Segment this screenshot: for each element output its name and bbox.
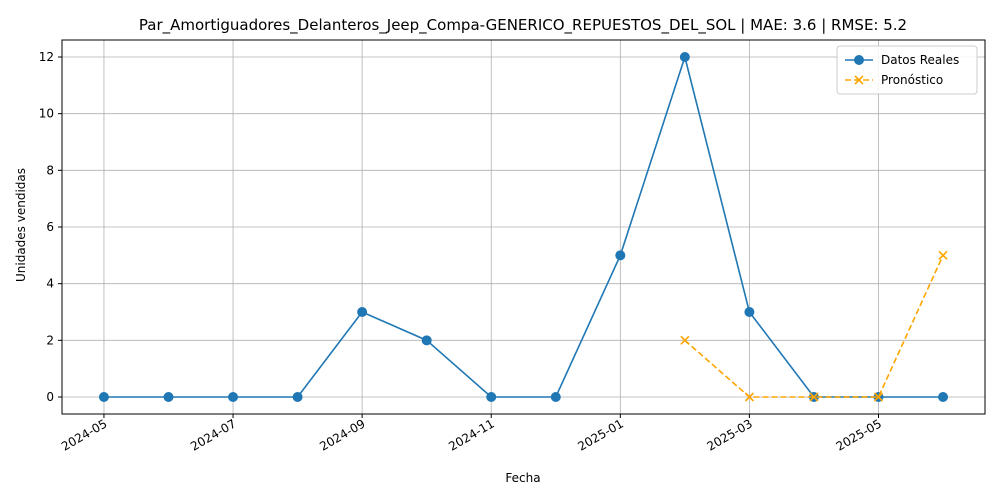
x-tick-label: 2024-07 xyxy=(188,416,238,453)
grid xyxy=(62,40,985,414)
data-point xyxy=(744,392,754,402)
data-point xyxy=(292,392,303,402)
y-tick-label: 2 xyxy=(46,333,54,347)
data-point xyxy=(679,52,690,62)
x-tick-label: 2025-03 xyxy=(704,416,754,453)
y-tick-label: 10 xyxy=(39,107,54,121)
data-point xyxy=(680,335,690,345)
legend: Datos Reales Pronóstico xyxy=(836,45,978,95)
data-point xyxy=(228,392,239,402)
series-line xyxy=(103,54,944,398)
y-tick-label: 0 xyxy=(46,390,54,404)
data-point xyxy=(357,307,368,317)
legend-marker xyxy=(854,55,864,65)
data-point xyxy=(163,392,174,402)
x-axis-label: Fecha xyxy=(505,471,540,485)
y-tick-label: 6 xyxy=(46,220,54,234)
data-point xyxy=(98,392,109,402)
data-point xyxy=(938,392,949,402)
x-tick-label: 2024-05 xyxy=(59,416,109,453)
x-tick-label: 2024-09 xyxy=(317,416,367,453)
data-point xyxy=(421,335,432,346)
legend-label: Pronóstico xyxy=(881,73,943,87)
y-tick-label: 8 xyxy=(46,163,54,177)
series-line xyxy=(684,255,944,398)
data-point xyxy=(873,392,884,402)
data-point xyxy=(744,307,755,317)
chart-title: Par_Amortiguadores_Delanteros_Jeep_Compa… xyxy=(139,16,907,35)
y-axis-label: Unidades vendidas xyxy=(14,168,28,282)
x-tick-label: 2025-05 xyxy=(834,416,884,453)
data-point xyxy=(809,392,819,402)
series-0 xyxy=(98,52,949,402)
data-point xyxy=(938,250,948,260)
data-point xyxy=(550,392,561,402)
legend-box xyxy=(836,45,978,95)
y-tick-label: 12 xyxy=(39,50,54,64)
legend-marker xyxy=(854,75,864,85)
series-layer xyxy=(98,52,949,402)
x-tick-label: 2025-01 xyxy=(575,416,625,453)
series-1 xyxy=(680,250,948,402)
data-point xyxy=(486,392,497,402)
data-point xyxy=(615,250,626,261)
y-tick-label: 4 xyxy=(46,277,54,291)
legend-label: Datos Reales xyxy=(881,53,959,67)
x-tick-label: 2024-11 xyxy=(446,416,496,453)
